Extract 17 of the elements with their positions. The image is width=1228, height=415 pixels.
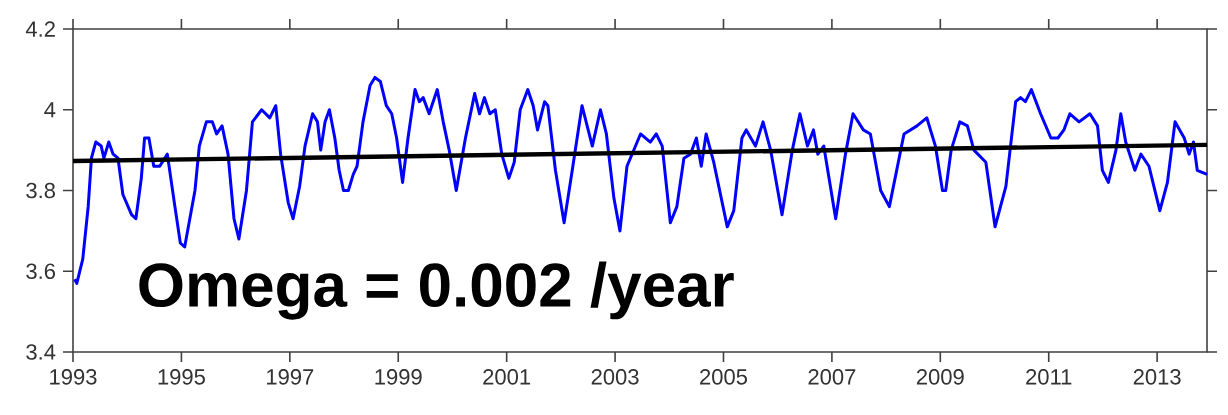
annotation: Omega = 0.002 /year (139, 261, 734, 320)
y-tick-label: 4 (44, 102, 56, 118)
x-tick-label: 2007 (808, 369, 856, 385)
x-tick-label: 1995 (158, 369, 205, 385)
x-tick-label: 2001 (483, 369, 531, 385)
x-tick-label: 1997 (267, 369, 314, 385)
x-tick-label: 2003 (591, 369, 639, 385)
x-tick-label: 2009 (916, 369, 964, 385)
x-tick-label: 2011 (1026, 369, 1072, 385)
y-tick-label: 3.8 (26, 182, 55, 199)
x-tick-label: 2013 (1133, 369, 1181, 385)
y-tick-label: 3.4 (26, 344, 56, 360)
x-tick-label: 1993 (50, 369, 97, 385)
y-tick-label: 3.6 (26, 263, 55, 280)
y-tick-label: 4.2 (25, 21, 55, 37)
x-tick-label: 2005 (700, 369, 747, 385)
x-tick-label: 1999 (375, 369, 422, 385)
